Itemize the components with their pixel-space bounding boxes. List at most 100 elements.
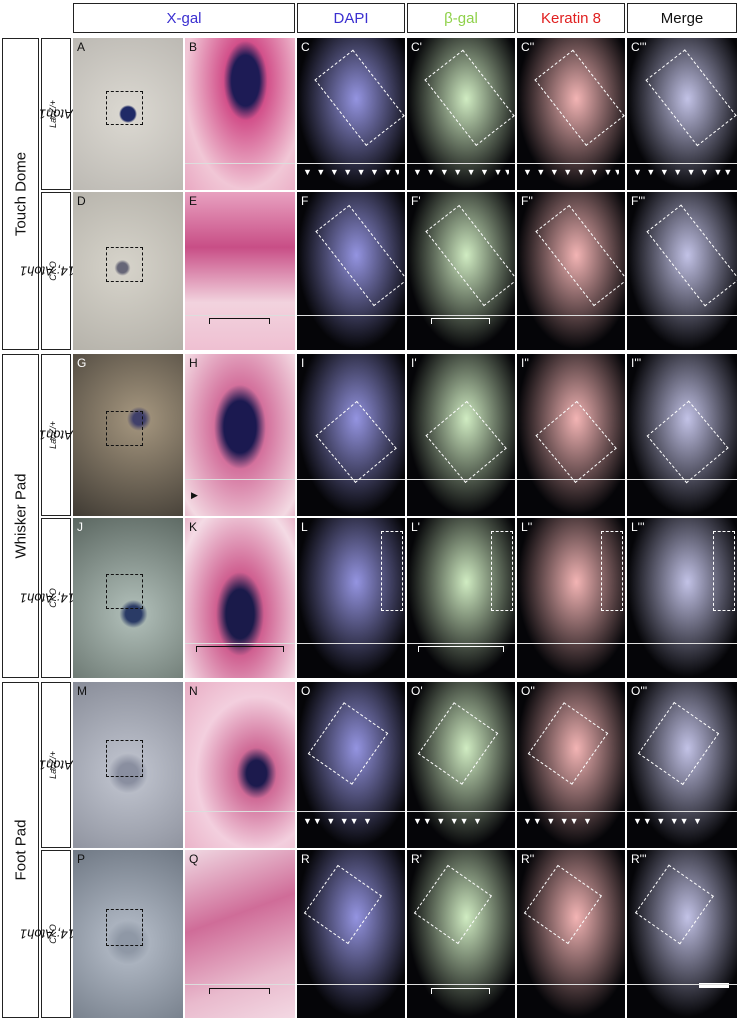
image-panel: I [297,354,405,516]
arrowheads: ▼▼ ▼ ▼▼ ▼ [303,816,373,827]
bracket [196,646,284,652]
inset-divider [185,478,295,480]
panel-label: A [77,40,86,54]
panel-label: N [189,684,198,698]
panel-label: C [301,40,310,54]
roi-box [491,530,513,611]
arrowheads: ▼ ▼ ▼ ▼ ▼ ▼ ▼▼ [303,167,399,178]
image-panel: D [73,192,183,350]
image-panel: F''' [627,192,737,350]
roi-box [646,204,737,307]
inset-divider [297,315,405,317]
roi-box [424,50,514,146]
image-panel: L [297,518,405,678]
image-panel: O ▼▼ ▼ ▼▼ ▼ [297,682,405,848]
image-panel: P [73,850,183,1018]
genotype-row-4: Krt14; Atoh1 CKO [20,518,92,678]
panel-label: O'' [521,684,535,698]
panel-label: I'' [521,356,529,370]
image-panel: M [73,682,183,848]
roi-box [304,865,383,945]
roi-box [307,702,388,785]
panel-label: C'' [521,40,535,54]
panel-label: G [77,356,87,370]
image-panel: C'' ▼ ▼ ▼ ▼ ▼ ▼ ▼▼ [517,38,625,190]
panel-label: L' [411,520,420,534]
panel-label: D [77,194,86,208]
roi-box [106,574,144,610]
image-panel: B [185,38,295,190]
roi-box [534,50,624,146]
inset-divider [627,315,737,317]
inset-divider [407,162,515,164]
panel-label: I [301,356,305,370]
inset-divider [627,162,737,164]
inset-divider [185,984,295,986]
panel-label: O' [411,684,423,698]
panel-label: R [301,852,310,866]
inset-divider [517,162,625,164]
image-panel: C' ▼ ▼ ▼ ▼ ▼ ▼ ▼▼ [407,38,515,190]
inset-divider [517,478,625,480]
inset-divider [407,811,515,813]
inset-divider [407,642,515,644]
panel-label: O''' [631,684,648,698]
roi-box [106,908,144,946]
image-panel: F' [407,192,515,350]
bracket [430,987,491,994]
roi-box [414,865,493,945]
roi-box [106,410,144,447]
inset-divider [297,811,405,813]
inset-divider [627,642,737,644]
image-panel: I' [407,354,515,516]
arrowheads: ▼ ▼ ▼ ▼ ▼ ▼ ▼▼ [633,167,731,178]
inset-divider [185,642,295,644]
roi-box [381,530,403,611]
image-panel: O'' ▼▼ ▼ ▼▼ ▼ [517,682,625,848]
image-panel: F'' [517,192,625,350]
inset-divider [407,478,515,480]
arrowheads: ▶ [191,490,199,501]
inset-divider [297,478,405,480]
bracket [417,646,505,652]
genotype-row-1: Atoh1 LacZ/+ [39,38,73,190]
panel-label: C' [411,40,422,54]
panel-label: R'' [521,852,535,866]
image-panel: F [297,192,405,350]
roi-box [417,702,498,785]
inset-divider [517,315,625,317]
roi-box [535,400,617,483]
inset-divider [627,984,737,986]
roi-box [106,740,144,777]
inset-divider [517,642,625,644]
panel-label: Q [189,852,199,866]
bracket [209,987,270,994]
header-keratin8: Keratin 8 [517,3,625,33]
image-panel: R' [407,850,515,1018]
image-panel: K [185,518,295,678]
roi-box [646,400,729,483]
roi-box [601,530,623,611]
inset-divider [407,315,515,317]
panel-label: I''' [631,356,642,370]
roi-box [524,865,603,945]
panel-label: M [77,684,87,698]
roi-box [645,49,736,147]
roi-box [535,204,625,306]
arrowheads: ▼ ▼ ▼ ▼ ▼ ▼ ▼▼ [413,167,509,178]
image-panel: O''' ▼▼ ▼ ▼▼ ▼ [627,682,737,848]
roi-box [712,530,735,611]
image-panel: C''' ▼ ▼ ▼ ▼ ▼ ▼ ▼▼ [627,38,737,190]
panel-label: O [301,684,311,698]
inset-divider [517,984,625,986]
panel-label: B [189,40,198,54]
image-panel: N [185,682,295,848]
image-panel: O' ▼▼ ▼ ▼▼ ▼ [407,682,515,848]
roi-box [425,204,515,306]
panel-label: K [189,520,198,534]
header-xgal: X-gal [73,3,295,33]
arrowheads: ▼▼ ▼ ▼▼ ▼ [523,816,593,827]
group-foot-pad: Foot Pad [2,682,39,1018]
bracket [430,318,491,325]
header-dapi: DAPI [297,3,405,33]
